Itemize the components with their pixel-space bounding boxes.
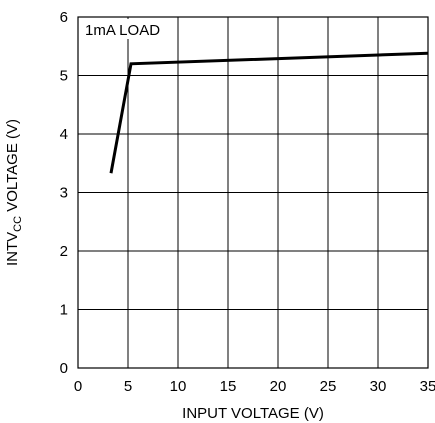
x-tick-label: 25 (320, 378, 337, 395)
x-axis-label: INPUT VOLTAGE (V) (182, 405, 324, 422)
grid (78, 17, 428, 368)
x-tick-label: 30 (370, 378, 387, 395)
x-tick-label: 20 (270, 378, 287, 395)
annotation-background (80, 19, 174, 39)
x-tick-label: 10 (170, 378, 187, 395)
y-tick-label: 0 (60, 360, 68, 377)
y-axis-label-suffix: VOLTAGE (V) (4, 119, 21, 216)
y-axis-label-subscript: CC (12, 216, 24, 232)
x-tick-label: 35 (420, 378, 435, 395)
y-tick-label: 4 (60, 126, 68, 143)
x-tick-labels: 0 5 10 15 20 25 30 35 (74, 378, 435, 395)
y-tick-label: 3 (60, 185, 68, 202)
y-tick-label: 1 (60, 302, 68, 319)
annotation-label: 1mA LOAD (85, 22, 160, 39)
series-group (109, 51, 429, 174)
x-tick-label: 15 (220, 378, 237, 395)
y-axis-label-prefix: INTV (4, 232, 21, 266)
series-line (109, 51, 429, 174)
x-tick-label: 5 (124, 378, 132, 395)
y-tick-labels: 0 1 2 3 4 5 6 (60, 9, 68, 377)
x-tick-label: 0 (74, 378, 82, 395)
y-tick-label: 6 (60, 9, 68, 26)
y-axis-label: INTVCC VOLTAGE (V) (4, 119, 24, 266)
y-tick-label: 2 (60, 243, 68, 260)
y-tick-label: 5 (60, 68, 68, 85)
plot-frame (77, 16, 429, 369)
